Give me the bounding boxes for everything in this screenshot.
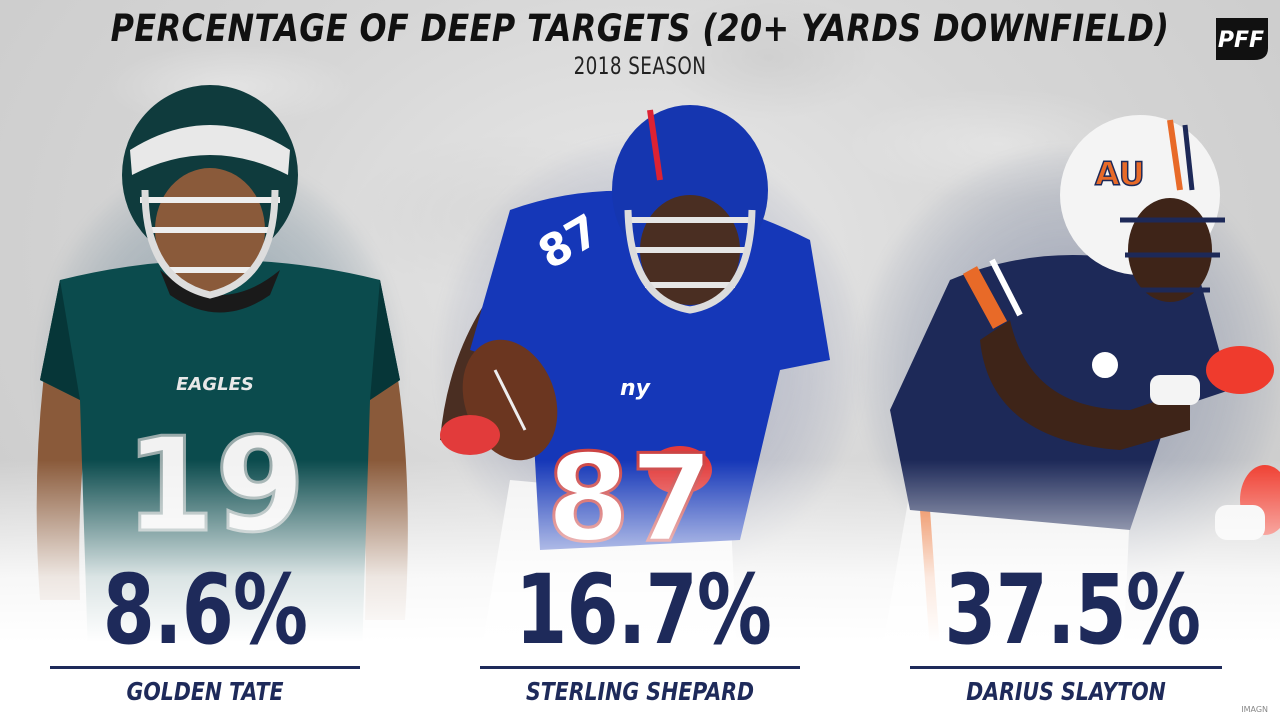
header: PERCENTAGE OF DEEP TARGETS (20+ YARDS DO…: [0, 4, 1280, 80]
logo-text: PFF: [1218, 28, 1264, 53]
page-title: PERCENTAGE OF DEEP TARGETS (20+ YARDS DO…: [110, 7, 1170, 50]
jersey-wordmark: EAGLES: [176, 374, 254, 395]
deep-target-percentage: 16.7%: [515, 554, 772, 666]
helmet-logo: AU: [1095, 155, 1145, 193]
stat-divider: [50, 666, 360, 669]
jersey-wordmark: ny: [620, 376, 652, 401]
deep-target-percentage: 37.5%: [944, 554, 1201, 666]
player-name: STERLING SHEPARD: [525, 677, 755, 706]
page-subtitle: 2018 SEASON: [573, 52, 707, 80]
bottom-white-fade: [0, 460, 1280, 720]
deep-target-percentage: 8.6%: [102, 554, 308, 666]
pff-logo-icon: PFF: [1210, 14, 1272, 64]
stat-divider: [910, 666, 1222, 669]
player-name: DARIUS SLAYTON: [966, 677, 1166, 706]
stat-block-sterling-shepard: 16.7% STERLING SHEPARD: [480, 560, 800, 706]
player-name: GOLDEN TATE: [126, 677, 284, 706]
stat-block-darius-slayton: 37.5% DARIUS SLAYTON: [910, 560, 1222, 706]
stat-block-golden-tate: 8.6% GOLDEN TATE: [50, 560, 360, 706]
photo-credit: IMAGN: [1241, 705, 1268, 714]
stat-divider: [480, 666, 800, 669]
